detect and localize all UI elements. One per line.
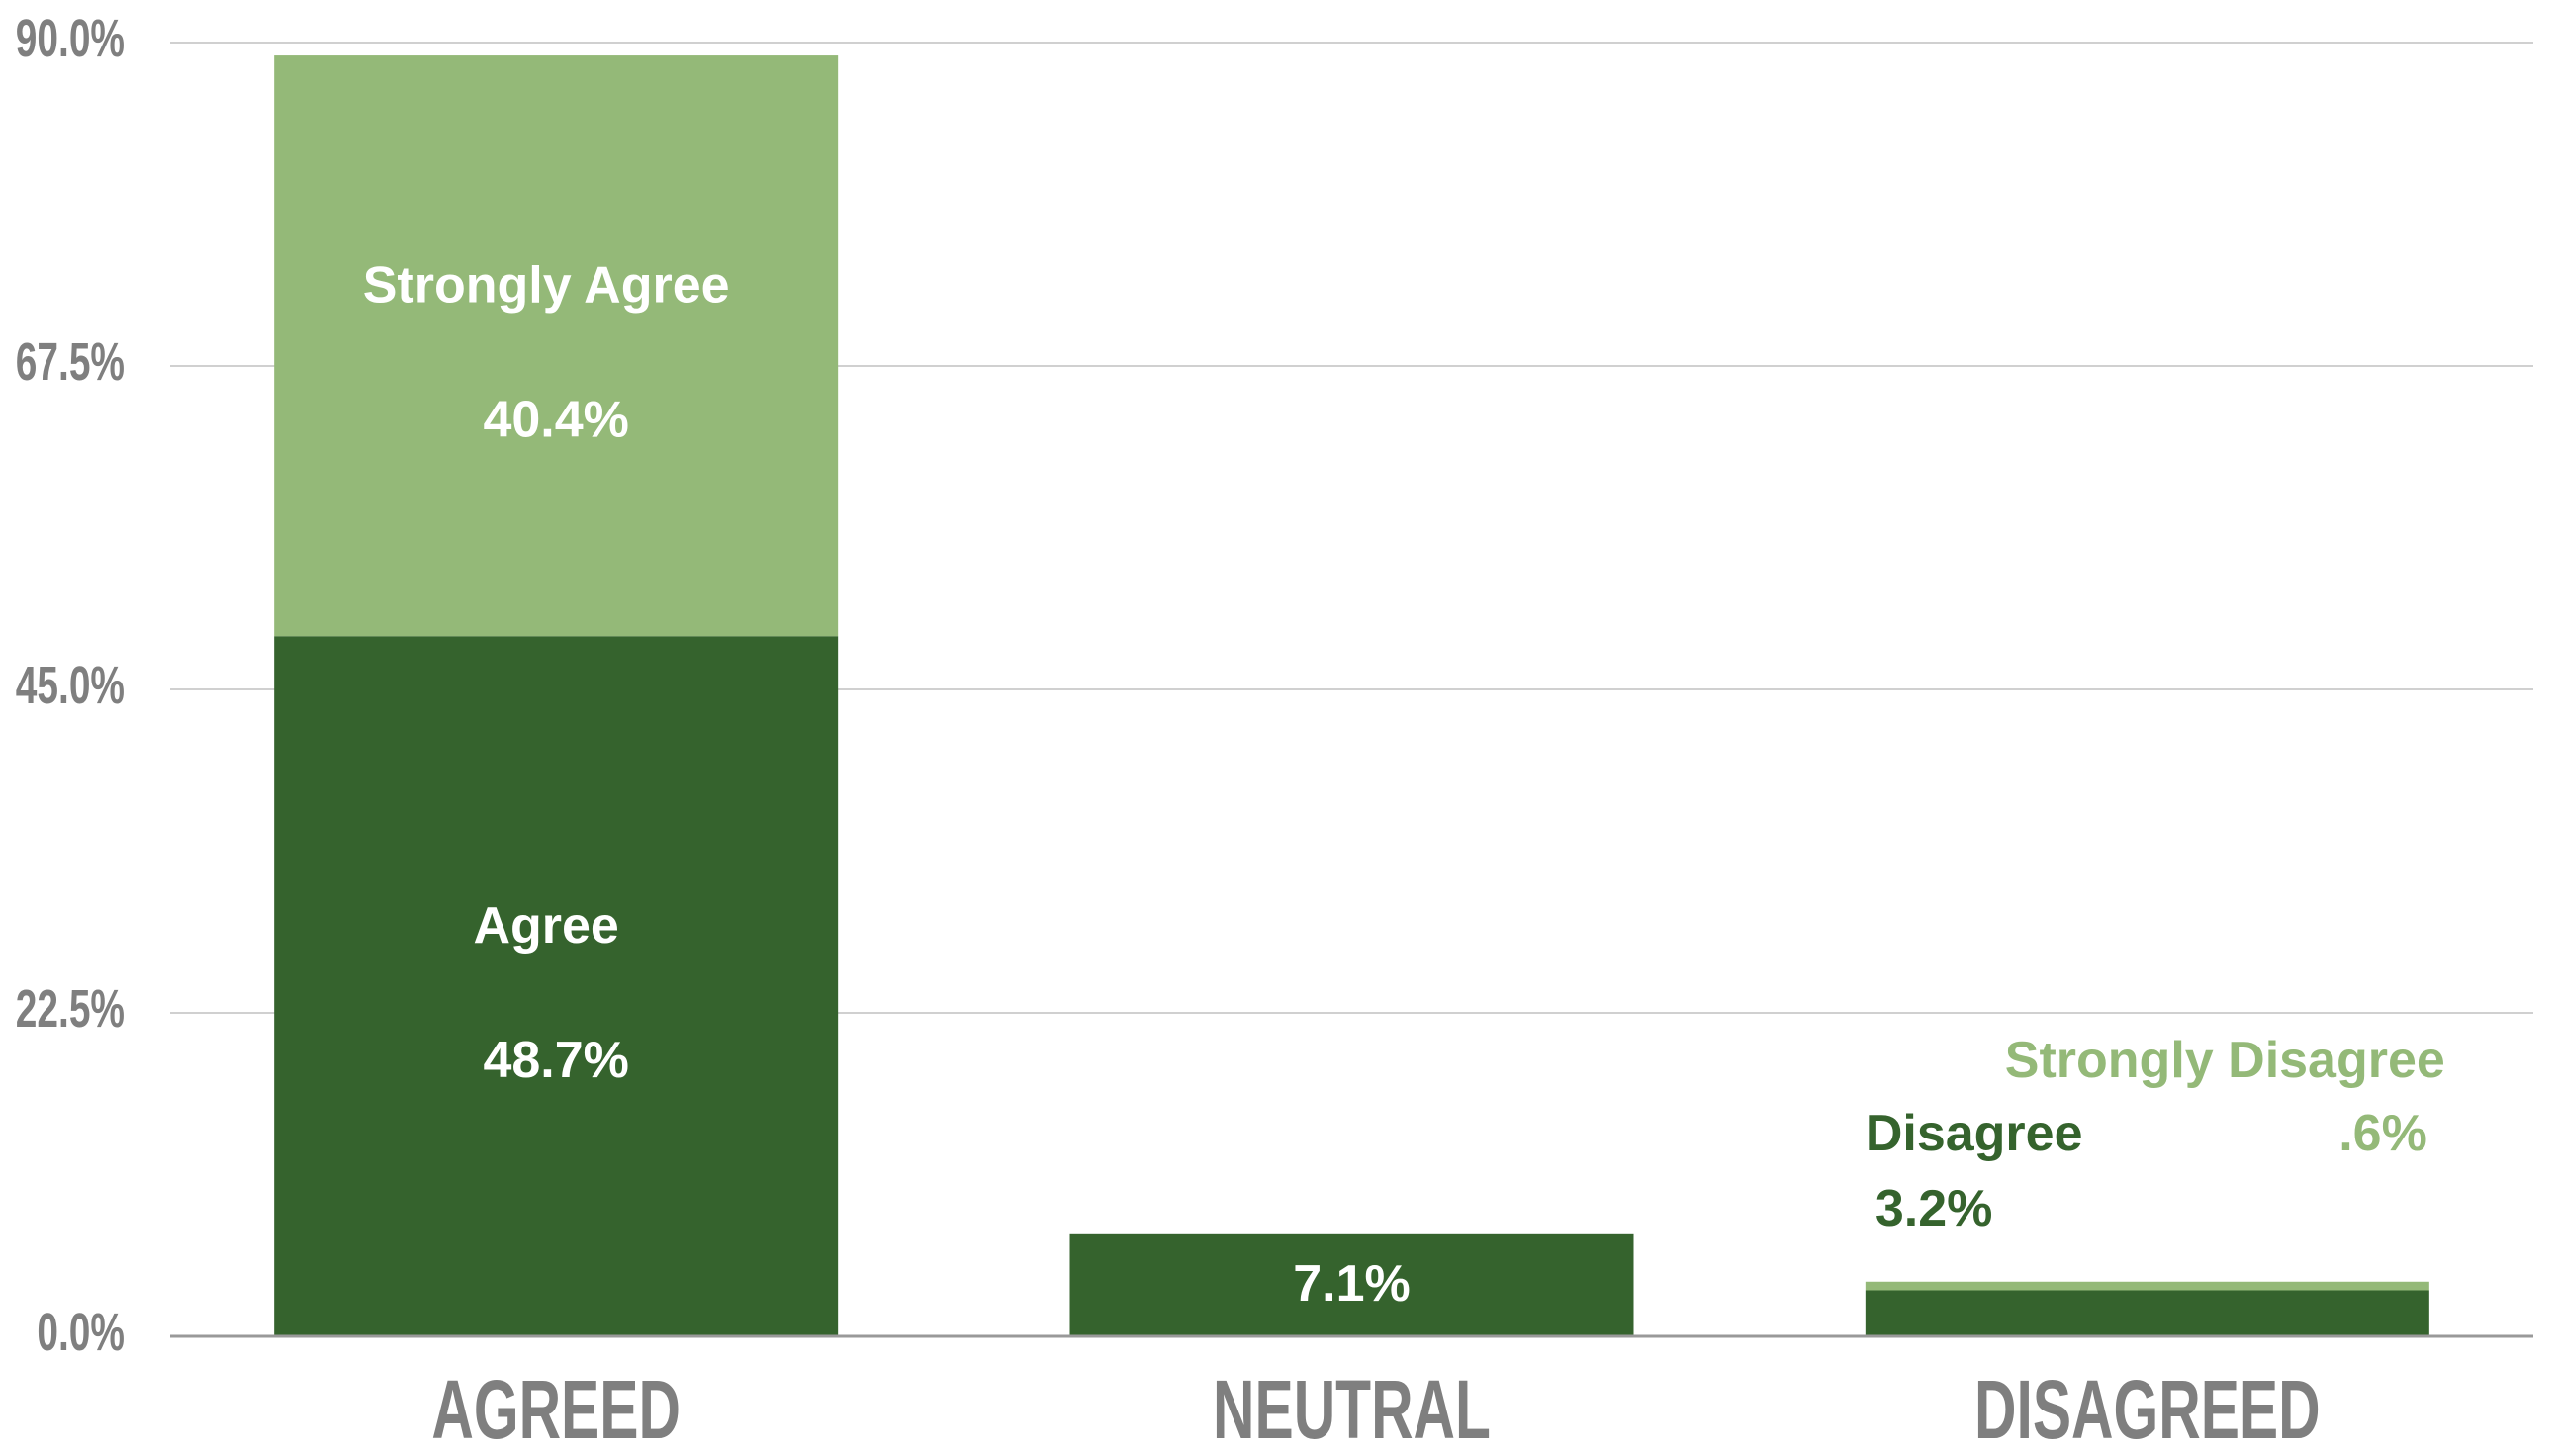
y-tick-label: 45.0% [16,655,125,715]
bar-segment [1865,1281,2429,1291]
segment-name: Strongly Disagree [2005,1032,2445,1089]
segment-value: .6% [2338,1105,2427,1162]
segment-value: 40.4% [483,391,628,448]
y-tick-label: 22.5% [16,978,125,1039]
segment-name: Disagree [1866,1105,2083,1162]
segment-name: Strongly Agree [363,256,730,314]
bar-segment [1069,1233,1634,1336]
bar-segment [1865,1290,2429,1336]
segment-value: 7.1% [1293,1255,1411,1313]
x-tick-label: AGREED [431,1364,681,1456]
x-tick-label: NEUTRAL [1213,1364,1491,1456]
y-tick-label: 90.0% [16,8,125,68]
segment-name: Agree [473,897,618,955]
segment-value: 3.2% [1875,1180,1993,1237]
bar-segment [274,636,839,1336]
bar-segment [274,55,839,637]
x-tick-label: DISAGREED [1974,1364,2321,1456]
y-tick-label: 67.5% [16,331,125,392]
segment-value: 48.7% [483,1032,628,1089]
y-tick-label: 0.0% [37,1302,125,1362]
